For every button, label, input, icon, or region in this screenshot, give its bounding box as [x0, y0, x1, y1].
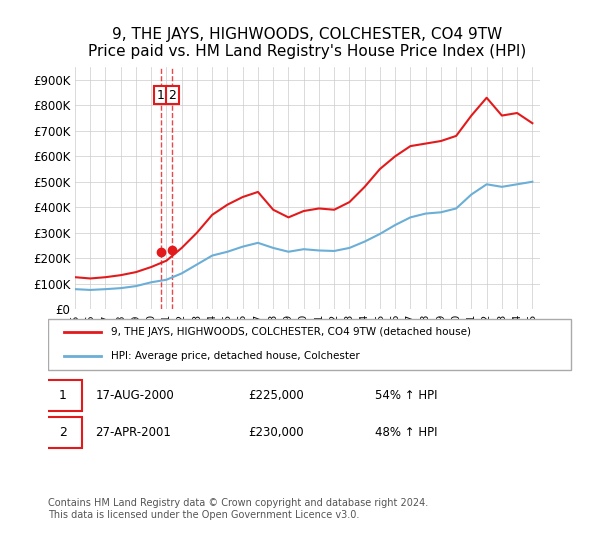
- Text: 2: 2: [59, 426, 67, 439]
- Text: 1: 1: [157, 88, 164, 102]
- Text: Contains HM Land Registry data © Crown copyright and database right 2024.
This d: Contains HM Land Registry data © Crown c…: [48, 498, 428, 520]
- Title: 9, THE JAYS, HIGHWOODS, COLCHESTER, CO4 9TW
Price paid vs. HM Land Registry's Ho: 9, THE JAYS, HIGHWOODS, COLCHESTER, CO4 …: [88, 27, 527, 59]
- Text: 2: 2: [169, 88, 176, 102]
- Text: 1: 1: [59, 389, 67, 402]
- Text: 48% ↑ HPI: 48% ↑ HPI: [376, 426, 438, 439]
- Text: 17-AUG-2000: 17-AUG-2000: [95, 389, 174, 402]
- FancyBboxPatch shape: [43, 380, 82, 411]
- Text: 9, THE JAYS, HIGHWOODS, COLCHESTER, CO4 9TW (detached house): 9, THE JAYS, HIGHWOODS, COLCHESTER, CO4 …: [112, 327, 472, 337]
- FancyBboxPatch shape: [48, 319, 571, 370]
- Text: 54% ↑ HPI: 54% ↑ HPI: [376, 389, 438, 402]
- Text: £230,000: £230,000: [248, 426, 304, 439]
- Text: 27-APR-2001: 27-APR-2001: [95, 426, 172, 439]
- FancyBboxPatch shape: [43, 417, 82, 448]
- Text: HPI: Average price, detached house, Colchester: HPI: Average price, detached house, Colc…: [112, 351, 360, 361]
- Text: £225,000: £225,000: [248, 389, 304, 402]
